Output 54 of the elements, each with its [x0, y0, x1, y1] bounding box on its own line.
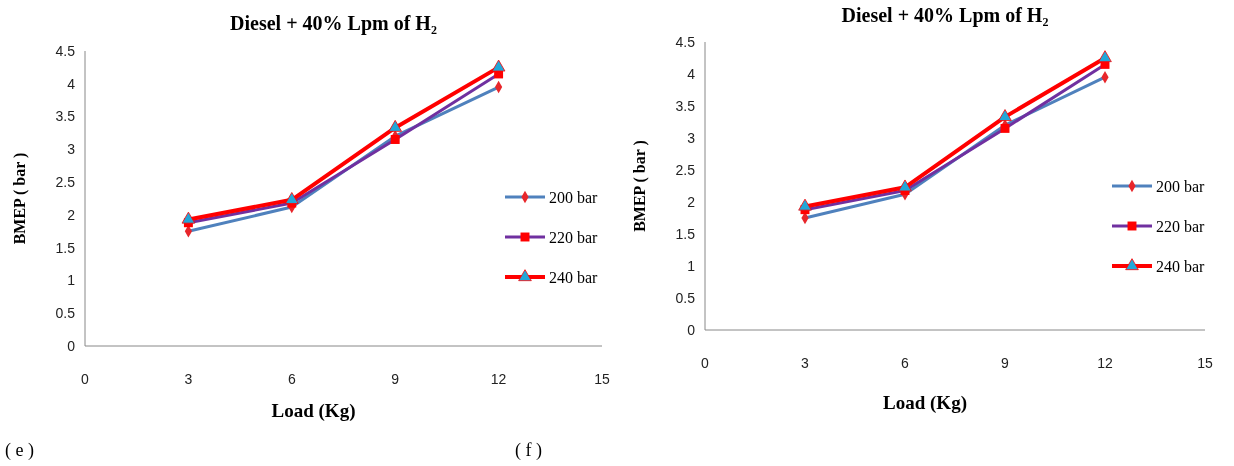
x-tick-label: 9: [391, 371, 400, 387]
y-tick-label: 0.5: [675, 289, 696, 306]
x-tick-label: 9: [1001, 355, 1010, 371]
x-tick-label: 0: [81, 371, 90, 387]
y-tick-label: 0: [67, 337, 76, 354]
x-tick-label: 15: [594, 371, 610, 387]
y-tick-label: 2: [687, 193, 696, 210]
text: ( e ): [5, 440, 34, 461]
y-tick-label: 4.5: [675, 33, 696, 50]
y-tick-label: 4.5: [55, 42, 76, 59]
point: [491, 59, 506, 72]
point: [898, 179, 912, 192]
point: [998, 109, 1012, 121]
y-axis-title: BMEP ( bar ): [11, 152, 29, 245]
x-tick-label: 15: [1197, 355, 1213, 371]
legend-label: 200 bar: [549, 188, 599, 206]
y-tick-label: 1: [687, 257, 696, 274]
y-tick-label: 3: [687, 129, 696, 146]
y-tick-label: 2.5: [55, 174, 76, 191]
legend-label: 200 bar: [1156, 177, 1206, 195]
point: [1098, 50, 1112, 63]
point: [798, 198, 812, 211]
x-axis-title: Load (Kg): [271, 400, 356, 422]
y-tick-label: 3.5: [55, 108, 76, 125]
point: [388, 119, 402, 132]
chart-title: Diesel + 40% Lpm of H₂: [230, 12, 437, 35]
x-tick-label: 12: [490, 371, 507, 387]
point: [181, 211, 196, 224]
text: ( f ): [515, 440, 542, 461]
x-tick-label: 12: [1097, 355, 1113, 371]
x-tick-label: 3: [184, 371, 193, 387]
y-tick-label: 1.5: [55, 239, 76, 256]
y-tick-label: 4: [687, 65, 696, 82]
y-tick-label: 2.5: [675, 161, 696, 178]
x-tick-label: 3: [801, 355, 810, 371]
legend-label: 240 bar: [1156, 257, 1206, 275]
y-tick-label: 2: [67, 206, 76, 223]
y-axis-title: BMEP ( bar ): [631, 140, 649, 232]
chart-title: Diesel + 40% Lpm of H₂: [841, 4, 1049, 27]
y-tick-label: 0.5: [55, 305, 76, 322]
legend-label: 240 bar: [549, 268, 599, 286]
x-tick-label: 6: [901, 355, 910, 371]
y-tick-label: 3.5: [675, 97, 696, 114]
y-tick-label: 4: [67, 75, 76, 92]
y-tick-label: 0: [687, 321, 696, 338]
y-tick-label: 3: [67, 141, 76, 158]
y-tick-label: 1.5: [675, 225, 696, 242]
legend-label: 220 bar: [1156, 217, 1206, 235]
point: [285, 192, 299, 204]
legend-label: 220 bar: [549, 228, 599, 246]
x-axis-title: Load (Kg): [883, 392, 967, 414]
x-tick-label: 6: [287, 371, 296, 387]
x-tick-label: 0: [701, 355, 710, 371]
y-tick-label: 1: [67, 272, 76, 289]
